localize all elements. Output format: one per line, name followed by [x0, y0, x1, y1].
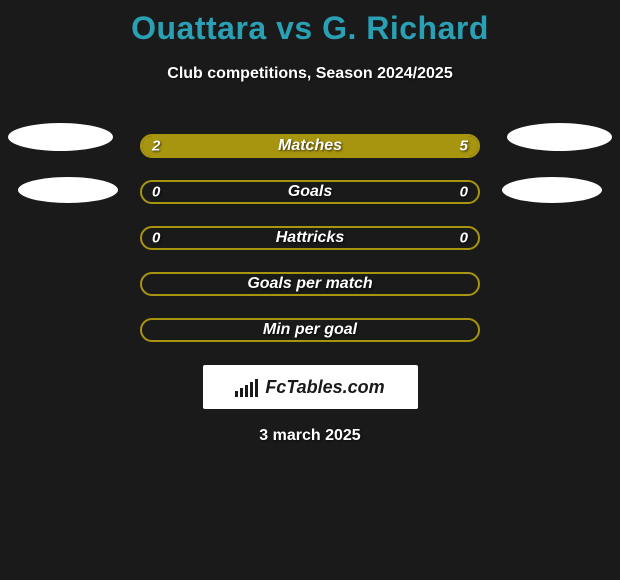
stat-row: 2 Matches 5 — [0, 123, 620, 169]
stat-label: Hattricks — [276, 229, 344, 247]
brand-text: FcTables.com — [265, 377, 384, 398]
bar-overlay: 0 Goals 0 — [142, 182, 478, 202]
stat-label: Goals per match — [247, 275, 372, 293]
logo-bar — [235, 391, 238, 397]
stat-bar: 2 Matches 5 — [140, 134, 480, 158]
stat-left-value: 2 — [152, 138, 160, 155]
subtitle: Club competitions, Season 2024/2025 — [0, 65, 620, 83]
bar-overlay: 0 Hattricks 0 — [142, 228, 478, 248]
logo-bar — [240, 388, 243, 397]
date-text: 3 march 2025 — [0, 427, 620, 445]
stat-label: Min per goal — [263, 321, 357, 339]
stat-bar: Goals per match — [140, 272, 480, 296]
rows-container: 2 Matches 5 0 Goals 0 0 Hattricks 0 Goals per mat… — [0, 123, 620, 353]
stat-right-value: 5 — [460, 138, 468, 155]
comparison-chart: 2 Matches 5 0 Goals 0 0 Hattricks 0 Goals per mat… — [0, 123, 620, 353]
stat-row: 0 Hattricks 0 — [0, 215, 620, 261]
stat-label: Goals — [288, 183, 332, 201]
bar-overlay: 2 Matches 5 — [142, 136, 478, 156]
stat-right-value: 0 — [460, 184, 468, 201]
stat-bar: 0 Hattricks 0 — [140, 226, 480, 250]
bar-overlay: Min per goal — [142, 320, 478, 340]
stat-row: Goals per match — [0, 261, 620, 307]
logo-bar — [255, 379, 258, 397]
stat-row: 0 Goals 0 — [0, 169, 620, 215]
stat-row: Min per goal — [0, 307, 620, 353]
page-title: Ouattara vs G. Richard — [0, 0, 620, 47]
brand-logo: FcTables.com — [203, 365, 418, 409]
stat-left-value: 0 — [152, 230, 160, 247]
stat-label: Matches — [278, 137, 342, 155]
stat-bar: Min per goal — [140, 318, 480, 342]
logo-bar — [250, 382, 253, 397]
logo-bar — [245, 385, 248, 397]
chart-icon — [235, 377, 260, 397]
stat-left-value: 0 — [152, 184, 160, 201]
stat-right-value: 0 — [460, 230, 468, 247]
bar-overlay: Goals per match — [142, 274, 478, 294]
stat-bar: 0 Goals 0 — [140, 180, 480, 204]
